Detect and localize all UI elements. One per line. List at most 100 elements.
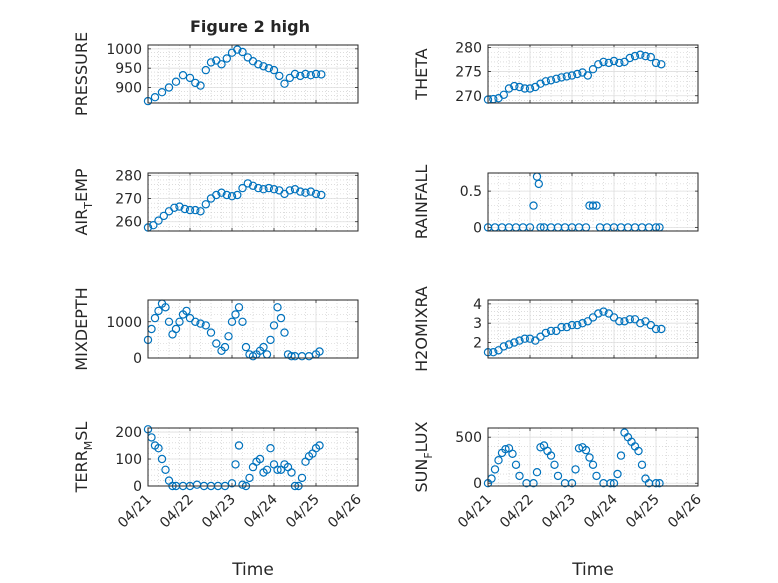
data-point xyxy=(609,313,619,322)
data-point xyxy=(615,317,624,326)
data-point xyxy=(525,84,535,93)
data-point xyxy=(266,444,275,453)
data-point xyxy=(234,303,244,312)
data-point xyxy=(182,306,191,316)
data-point xyxy=(616,451,626,460)
y-tick-label: 270 xyxy=(455,89,482,105)
data-point xyxy=(231,460,240,469)
data-point xyxy=(620,57,629,67)
data-point xyxy=(536,79,545,88)
data-point xyxy=(269,65,279,75)
series-points xyxy=(483,50,666,104)
data-point xyxy=(525,334,535,343)
data-point xyxy=(175,317,184,326)
data-point xyxy=(212,190,221,200)
data-point xyxy=(280,79,289,88)
data-point xyxy=(651,58,661,68)
data-point xyxy=(620,317,629,326)
y-tick-label: 1000 xyxy=(106,315,142,331)
data-point xyxy=(657,324,666,334)
data-point xyxy=(154,444,163,453)
data-point xyxy=(315,347,324,356)
data-point xyxy=(287,468,296,477)
plot-area xyxy=(488,45,698,103)
data-point xyxy=(567,479,577,488)
data-point xyxy=(588,64,598,74)
data-point xyxy=(567,320,577,330)
data-point xyxy=(171,324,181,334)
y-tick-label: 0 xyxy=(133,479,142,495)
data-point xyxy=(233,190,242,200)
data-point xyxy=(222,190,231,200)
data-point xyxy=(625,315,635,324)
data-point xyxy=(171,77,181,86)
y-axis-label: MIXDEPTH xyxy=(72,287,91,370)
data-point xyxy=(245,473,254,483)
y-tick-label: 280 xyxy=(455,40,482,56)
y-tick-label: 0.5 xyxy=(460,184,482,200)
y-axis-label: AIRTEMP xyxy=(72,168,95,235)
data-point xyxy=(634,446,643,456)
data-point xyxy=(531,336,540,345)
axes-box xyxy=(487,299,699,359)
data-point xyxy=(227,317,237,326)
data-point xyxy=(515,471,524,481)
data-point xyxy=(578,319,587,328)
data-point xyxy=(583,71,593,80)
chart-h2omixra: 2 3 4 H2OMIXRA xyxy=(412,286,699,372)
data-point xyxy=(504,84,514,93)
data-point xyxy=(515,336,524,345)
data-point xyxy=(630,315,640,324)
data-point xyxy=(255,454,265,464)
data-point xyxy=(233,45,242,54)
data-point xyxy=(552,74,561,84)
data-point xyxy=(164,83,174,92)
data-point xyxy=(546,76,556,85)
data-point xyxy=(546,326,556,336)
data-point xyxy=(150,313,160,323)
data-point xyxy=(241,342,251,352)
data-point xyxy=(592,201,601,210)
y-tick-label: 3 xyxy=(473,316,482,332)
axes-box xyxy=(147,44,359,104)
y-tick-label: 0 xyxy=(133,351,142,367)
data-point xyxy=(196,207,205,216)
data-point xyxy=(276,313,286,323)
axes-box xyxy=(147,427,359,487)
data-point xyxy=(510,338,519,347)
data-point xyxy=(175,202,184,211)
data-point xyxy=(275,71,284,81)
chart-mixdepth: 0 1000 MIXDEPTH xyxy=(72,287,359,371)
data-point xyxy=(254,183,263,193)
data-point xyxy=(499,90,508,100)
data-point xyxy=(609,56,619,66)
data-point xyxy=(238,47,247,57)
data-point xyxy=(317,70,326,79)
data-point xyxy=(297,473,307,483)
data-point xyxy=(234,441,244,450)
y-tick-label: 4 xyxy=(473,297,482,313)
y-tick-label: 950 xyxy=(115,61,142,77)
data-point xyxy=(185,73,195,83)
data-point xyxy=(296,187,305,196)
data-point xyxy=(557,73,566,82)
data-point xyxy=(243,179,252,188)
data-point xyxy=(599,57,608,67)
data-point xyxy=(224,332,233,341)
data-point xyxy=(636,319,645,328)
data-point xyxy=(534,179,544,189)
data-point xyxy=(529,479,538,488)
y-tick-label: 2 xyxy=(473,336,482,352)
data-point xyxy=(508,449,517,458)
y-tick-label: 260 xyxy=(115,215,142,231)
data-point xyxy=(185,205,195,215)
y-tick-label: 500 xyxy=(455,430,482,446)
data-point xyxy=(588,201,598,210)
y-tick-label: 900 xyxy=(115,81,142,97)
data-point xyxy=(606,479,615,488)
x-axis-label: Time xyxy=(231,560,274,580)
data-point xyxy=(217,60,226,69)
chart-air_temp: 260 270 280 AIRTEMP xyxy=(72,168,359,236)
y-axis-label: PRESSURE xyxy=(72,32,91,116)
data-point xyxy=(651,324,661,334)
